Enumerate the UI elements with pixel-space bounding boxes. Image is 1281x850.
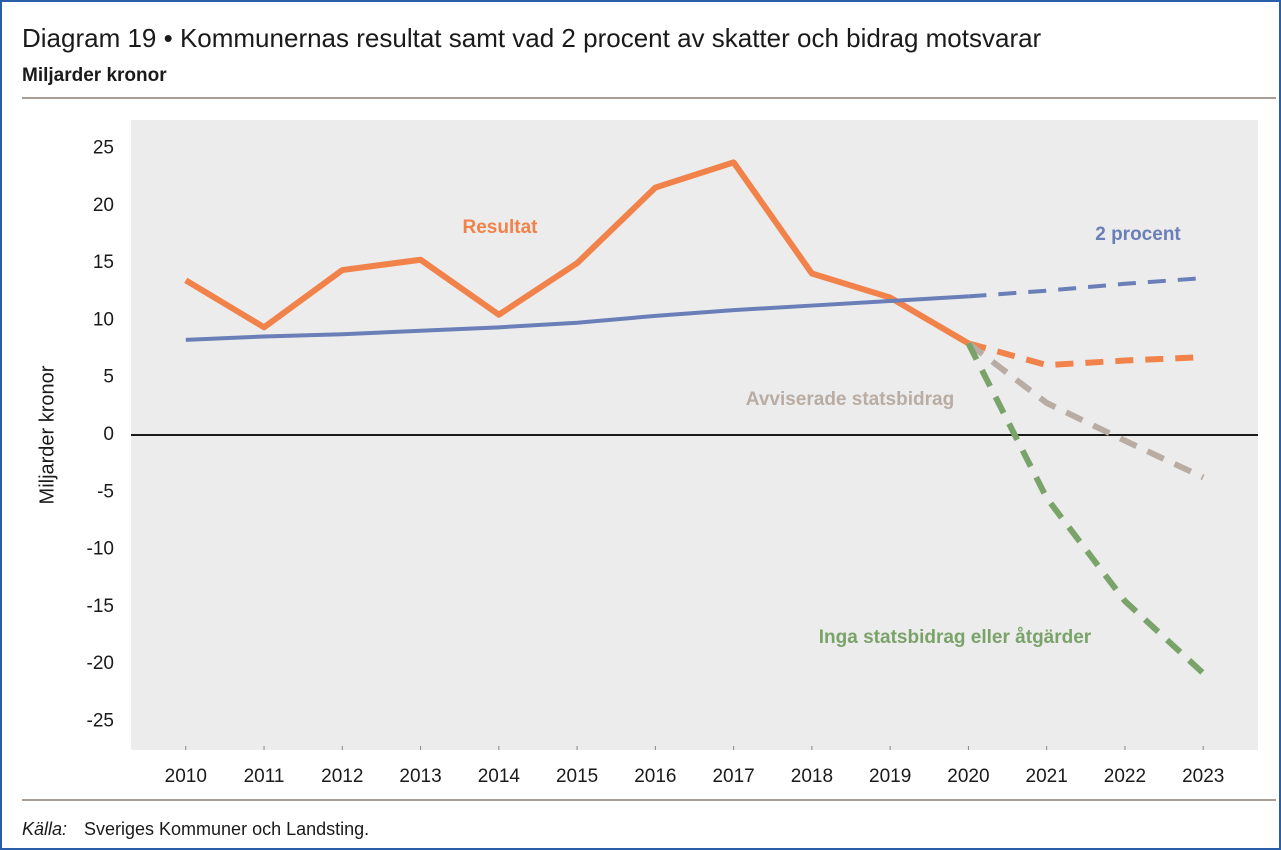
y-tick-label: -25 [87, 710, 114, 731]
source: Sveriges Kommuner och Landsting. [84, 819, 369, 839]
x-tick-label: 2013 [399, 766, 441, 787]
chart-subtitle: Miljarder kronor [22, 65, 167, 86]
y-tick-label: 15 [93, 252, 114, 273]
x-tick-label: 2022 [1104, 766, 1146, 787]
y-tick-label: 20 [93, 195, 114, 216]
x-tick-label: 2018 [791, 766, 833, 787]
series-label: Resultat [463, 217, 539, 238]
series-label: Inga statsbidrag eller åtgärder [819, 627, 1092, 648]
x-tick-label: 2019 [869, 766, 911, 787]
y-tick-label: 10 [93, 309, 114, 330]
x-tick-label: 2021 [1026, 766, 1068, 787]
line-forecast [967, 340, 1204, 369]
line-forecast [968, 276, 1204, 299]
y-tick-label: 0 [103, 424, 114, 445]
y-tick-label: -15 [87, 596, 114, 617]
y-tick-label: -10 [87, 539, 114, 560]
y-axis-label: Miljarder kronor [36, 365, 58, 504]
x-tick-label: 2010 [165, 766, 207, 787]
series-label: 2 procent [1095, 224, 1181, 245]
x-tick-label: 2020 [947, 766, 989, 787]
line-actual [184, 159, 970, 346]
x-tick-label: 2017 [712, 766, 754, 787]
series-label: Avviserade statsbidrag [746, 389, 954, 410]
y-tick-label: 25 [93, 138, 114, 159]
chart-title: Diagram 19 • Kommunernas resultat samt v… [22, 23, 1042, 53]
x-tick-label: 2014 [478, 766, 521, 787]
x-tick-label: 2011 [244, 766, 285, 787]
y-tick-label: 5 [103, 367, 114, 388]
x-tick-label: 2012 [321, 766, 363, 787]
x-tick-label: 2016 [634, 766, 676, 787]
x-tick-label: 2015 [556, 766, 598, 787]
y-tick-label: -20 [87, 653, 114, 674]
line-actual [185, 294, 969, 342]
y-tick-label: -5 [97, 481, 114, 502]
source-label: Källa: [22, 819, 67, 839]
x-tick-label: 2023 [1182, 766, 1224, 787]
